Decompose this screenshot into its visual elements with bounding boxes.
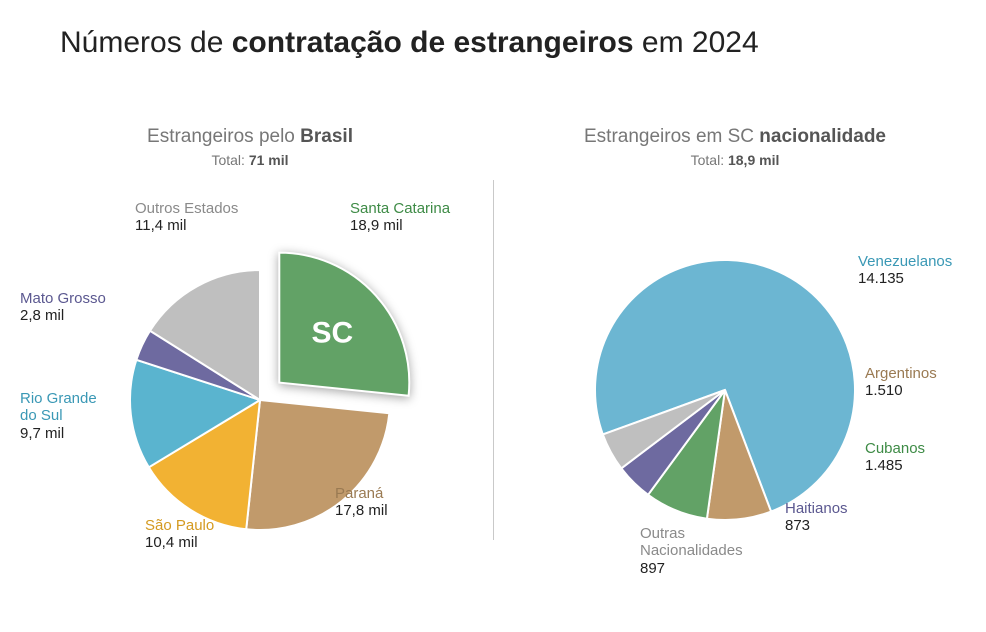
left-subtitle: Estrangeiros pelo Brasil [40,126,460,148]
right-pie-label-4: OutrasNacionalidades897 [640,525,743,577]
right-pie-label-2: Cubanos1.485 [865,440,925,475]
right-pie-label-value-0: 14.135 [858,270,952,287]
left-pie-label-name-5: Outros Estados [135,200,238,217]
left-subtitle-pre: Estrangeiros pelo [147,126,300,147]
right-pie-label-value-2: 1.485 [865,457,925,474]
left-pie-label-name-0: Santa Catarina [350,200,450,217]
left-pie-label-value-3: 9,7 mil [20,425,97,442]
right-subtitle-pre: Estrangeiros em SC [584,126,759,147]
left-pie-label-3: Rio Grandedo Sul9,7 mil [20,390,97,442]
right-pie-label-value-3: 873 [785,517,848,534]
left-subtitle-bold: Brasil [300,126,353,147]
left-pie-label-value-1: 17,8 mil [335,502,388,519]
left-pie-label-name-1: Paraná [335,485,388,502]
right-pie-label-name-2: Cubanos [865,440,925,457]
right-pie-label-value-4: 897 [640,560,743,577]
right-pie-label-name-1: Argentinos [865,365,937,382]
title-pre: Números de [60,26,232,59]
right-pie-label-name-4: OutrasNacionalidades [640,525,743,560]
right-pie-chart: Venezuelanos14.135 Argentinos1.510 Cubanos… [510,165,970,605]
left-pie-label-4: Mato Grosso2,8 mil [20,290,106,325]
right-subtitle-bold: nacionalidade [759,126,886,147]
left-pie-label-value-0: 18,9 mil [350,217,450,234]
left-pie-label-name-3: Rio Grandedo Sul [20,390,97,425]
left-pie-label-name-4: Mato Grosso [20,290,106,307]
right-pie-label-1: Argentinos1.510 [865,365,937,400]
right-pie-label-3: Haitianos873 [785,500,848,535]
right-pie-label-0: Venezuelanos14.135 [858,253,952,288]
right-subtitle: Estrangeiros em SC nacionalidade [525,126,945,148]
left-pie-label-value-5: 11,4 mil [135,217,238,234]
left-pie-highlight-text: SC [312,317,354,350]
infographic-root: { "title": { "pre": "Números de ", "bold… [0,0,986,632]
left-pie-label-1: Paraná17,8 mil [335,485,388,520]
right-pie-label-value-1: 1.510 [865,382,937,399]
left-pie-label-5: Outros Estados11,4 mil [135,200,238,235]
left-pie-chart: SC Santa Catarina18,9 mil Paraná17,8 mil S… [30,165,490,605]
left-pie-label-value-2: 10,4 mil [145,534,214,551]
right-pie-label-name-0: Venezuelanos [858,253,952,270]
title-bold: contratação de estrangeiros [232,26,634,59]
left-pie-label-0: Santa Catarina18,9 mil [350,200,450,235]
title-post: em 2024 [634,26,759,59]
left-pie-label-name-2: São Paulo [145,517,214,534]
left-pie-label-2: São Paulo10,4 mil [145,517,214,552]
page-title: Números de contratação de estrangeiros e… [60,26,930,60]
vertical-divider [493,180,494,540]
left-pie-label-value-4: 2,8 mil [20,307,106,324]
right-pie-label-name-3: Haitianos [785,500,848,517]
